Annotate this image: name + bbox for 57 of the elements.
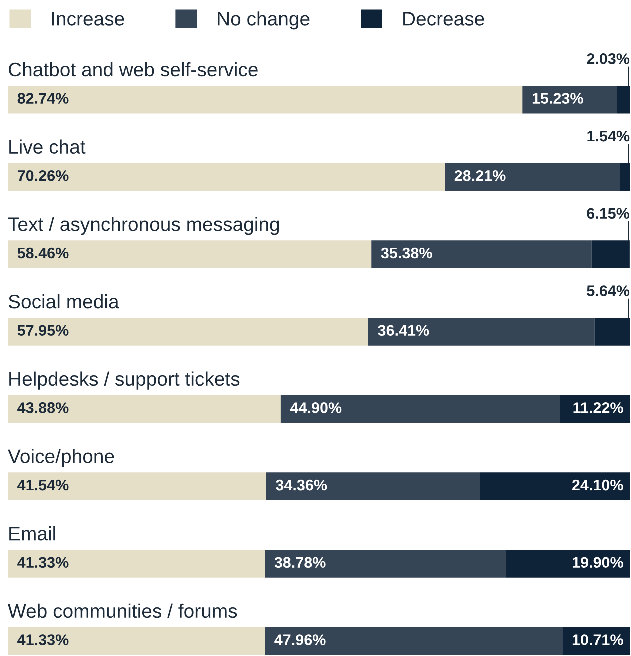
y-tick-label: Voice/phone xyxy=(8,449,114,468)
data-label: 82.74% xyxy=(18,93,69,104)
bar xyxy=(620,163,630,192)
bar xyxy=(594,318,630,346)
data-label: 58.46% xyxy=(18,248,69,259)
bar xyxy=(8,627,266,656)
bar xyxy=(8,86,523,114)
bar xyxy=(265,550,506,578)
bar xyxy=(8,163,446,192)
data-label: 1.54% xyxy=(588,130,630,142)
data-label: 28.21% xyxy=(454,170,506,182)
bar xyxy=(617,86,630,114)
bar xyxy=(266,472,480,501)
bar xyxy=(368,318,595,346)
y-tick-label: Chatbot and web self-service xyxy=(8,62,258,77)
data-label: 41.54% xyxy=(18,480,69,491)
data-label: 34.36% xyxy=(276,480,328,491)
data-label: 44.90% xyxy=(290,402,342,414)
legend-label: Decrease xyxy=(404,12,484,26)
data-label: 36.41% xyxy=(378,325,430,336)
data-label: 43.88% xyxy=(18,402,69,414)
data-label: 38.78% xyxy=(274,557,326,568)
y-tick-label: Email xyxy=(10,526,56,541)
bar xyxy=(8,550,266,578)
y-tick-label: Live chat xyxy=(10,140,86,154)
data-label: 41.33% xyxy=(18,634,69,646)
y-tick-label: Social media xyxy=(8,294,120,309)
data-label: 70.26% xyxy=(18,170,69,182)
bar xyxy=(8,318,368,346)
data-label: 57.95% xyxy=(18,325,69,336)
data-label: 19.90% xyxy=(572,557,624,568)
bar xyxy=(8,395,281,424)
bar xyxy=(8,240,372,268)
bar xyxy=(265,627,564,656)
bar xyxy=(8,472,266,501)
data-label: 24.10% xyxy=(572,480,624,491)
legend-label: No change xyxy=(218,12,310,30)
bar xyxy=(592,240,630,268)
data-label: 35.38% xyxy=(381,248,432,259)
data-label: 11.22% xyxy=(574,402,624,414)
data-label: 47.96% xyxy=(274,634,326,646)
y-tick-label: Helpdesks / support tickets xyxy=(10,372,240,390)
legend-label: Increase xyxy=(52,12,124,26)
data-label: 6.15% xyxy=(587,208,630,220)
bar xyxy=(280,395,560,424)
data-label: 10.71% xyxy=(572,634,624,646)
bar xyxy=(522,86,618,114)
data-label: 5.64% xyxy=(587,286,630,296)
y-tick-label: Web communities / forums xyxy=(8,604,238,618)
y-tick-label: Text / asynchronous messaging xyxy=(8,217,280,236)
data-label: 2.03% xyxy=(587,54,630,64)
bar xyxy=(372,240,592,268)
data-label: 41.33% xyxy=(18,557,69,568)
data-label: 15.23% xyxy=(532,93,584,104)
bar xyxy=(506,550,630,578)
bar xyxy=(480,472,630,501)
bar xyxy=(445,163,620,192)
